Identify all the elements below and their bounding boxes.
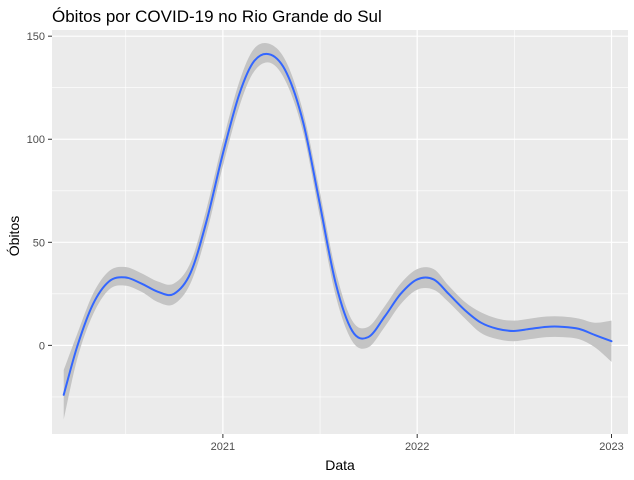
y-axis: 0 50 100 150 [27, 31, 52, 352]
x-tick-label: 2021 [211, 441, 235, 453]
y-tick-label: 0 [39, 340, 45, 352]
confidence-ribbon [63, 43, 612, 420]
x-axis: 2021 2022 2023 [211, 434, 624, 453]
plot-panel [52, 30, 628, 434]
grid-major [52, 30, 628, 434]
confidence-ribbon-layer [63, 43, 612, 420]
x-tick-label: 2023 [599, 441, 623, 453]
y-tick-label: 50 [33, 237, 45, 249]
trend-line-layer [62, 52, 613, 396]
y-tick-label: 100 [27, 134, 45, 146]
y-tick-label: 150 [27, 31, 45, 43]
x-tick-label: 2022 [405, 441, 429, 453]
y-axis-title: Óbitos [6, 216, 22, 256]
x-axis-title: Data [325, 457, 355, 473]
trend-line [62, 52, 613, 396]
chart-title: Óbitos por COVID-19 no Rio Grande do Sul [52, 7, 382, 26]
